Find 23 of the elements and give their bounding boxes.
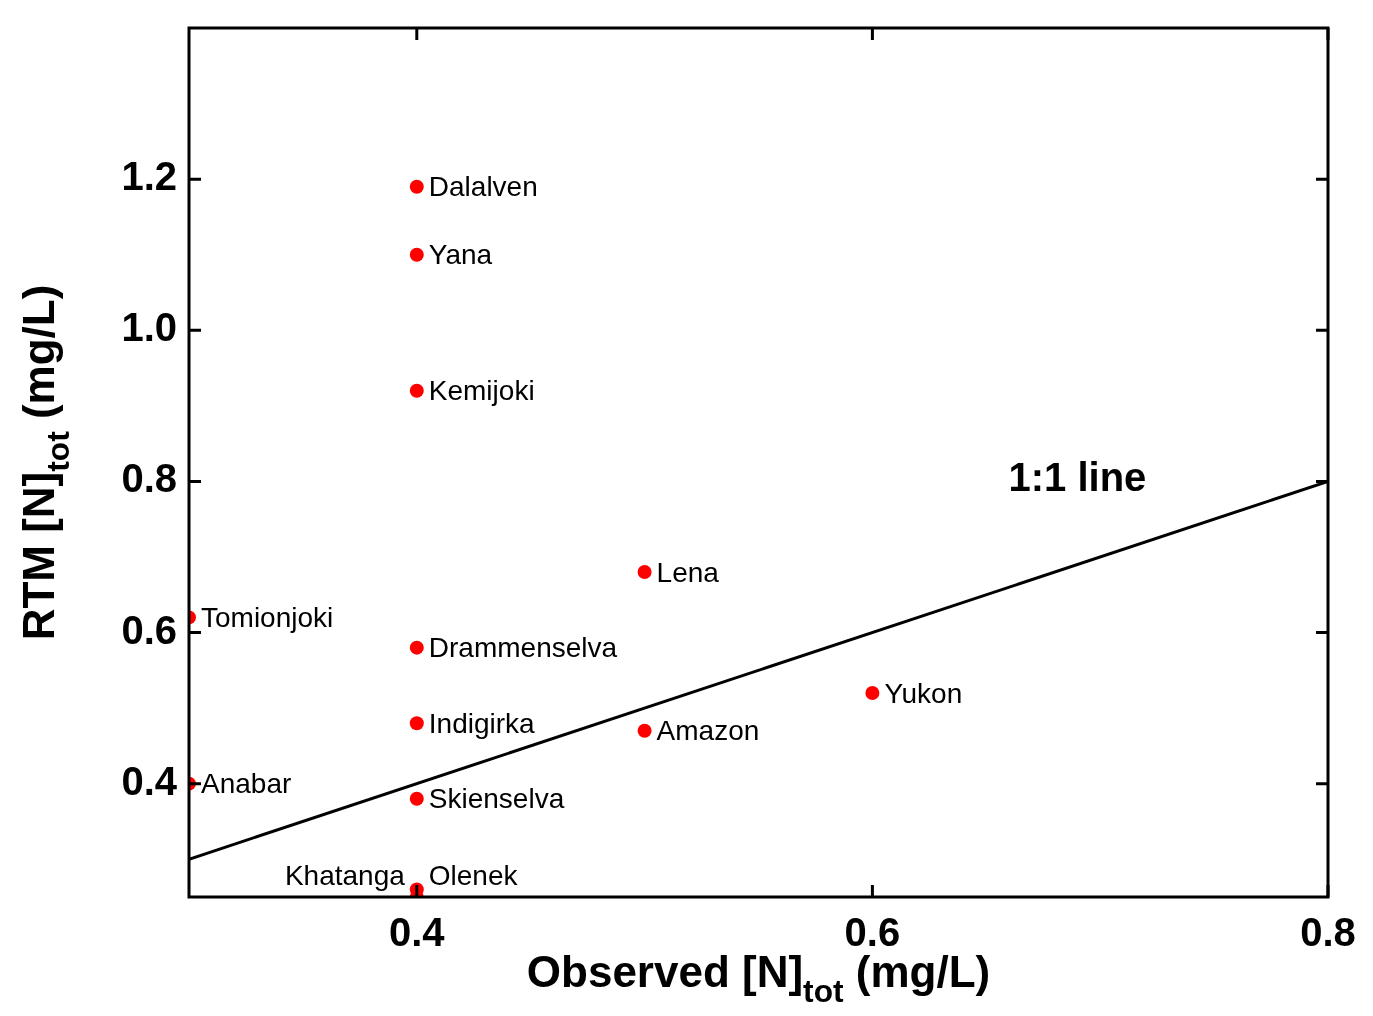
- annotation: Khatanga: [284, 859, 406, 891]
- annotation: Yana: [428, 239, 493, 271]
- y-tick-label: 0.8: [121, 456, 177, 501]
- annotation: Kemijoki: [428, 375, 535, 407]
- y-axis-title: RTM [N]tot (mg/L): [14, 284, 77, 641]
- annotation: Indigirka: [428, 707, 536, 739]
- annotation: Drammenselva: [428, 632, 618, 664]
- annotation: Olenek: [428, 859, 519, 891]
- annotation: Dalalven: [428, 171, 538, 203]
- y-tick-label: 1.0: [121, 305, 177, 350]
- annotation: Anabar: [201, 768, 292, 800]
- x-tick-label: 0.8: [1300, 910, 1356, 955]
- x-tick-label: 0.4: [389, 910, 446, 955]
- annotation: Lena: [656, 556, 720, 588]
- y-tick-label: 1.2: [121, 154, 177, 199]
- x-tick-label: 0.6: [844, 910, 901, 955]
- annotation: Yukon: [884, 677, 963, 709]
- annotation: 1:1 line: [1008, 454, 1147, 499]
- y-tick-label: 0.4: [121, 758, 178, 803]
- annotation: Tomionjoki: [201, 602, 334, 634]
- annotation: Skienselva: [428, 783, 565, 815]
- annotation: Amazon: [656, 715, 760, 747]
- y-tick-label: 0.6: [121, 607, 177, 652]
